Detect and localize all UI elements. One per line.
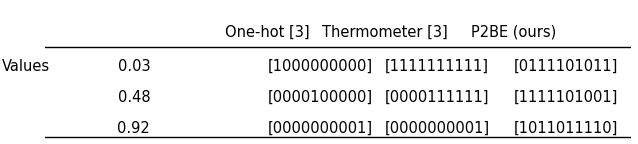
Text: P2BE (ours): P2BE (ours) xyxy=(471,25,556,40)
Text: Thermometer [3]: Thermometer [3] xyxy=(322,25,448,40)
Text: [0000100000]: [0000100000] xyxy=(267,90,373,105)
Text: [0000000001]: [0000000001] xyxy=(267,121,373,136)
Text: [0000111111]: [0000111111] xyxy=(385,90,489,105)
Text: [1111111111]: [1111111111] xyxy=(385,59,489,74)
Text: [0111101011]: [0111101011] xyxy=(514,59,618,74)
Text: 0.92: 0.92 xyxy=(117,121,150,136)
Text: Values: Values xyxy=(3,59,50,74)
Text: 0.48: 0.48 xyxy=(117,90,150,105)
Text: [1011011110]: [1011011110] xyxy=(514,121,618,136)
Text: [1000000000]: [1000000000] xyxy=(267,59,373,74)
Text: [1111101001]: [1111101001] xyxy=(514,90,618,105)
Text: One-hot [3]: One-hot [3] xyxy=(225,25,310,40)
Text: [0000000001]: [0000000001] xyxy=(385,121,490,136)
Text: 0.03: 0.03 xyxy=(117,59,150,74)
